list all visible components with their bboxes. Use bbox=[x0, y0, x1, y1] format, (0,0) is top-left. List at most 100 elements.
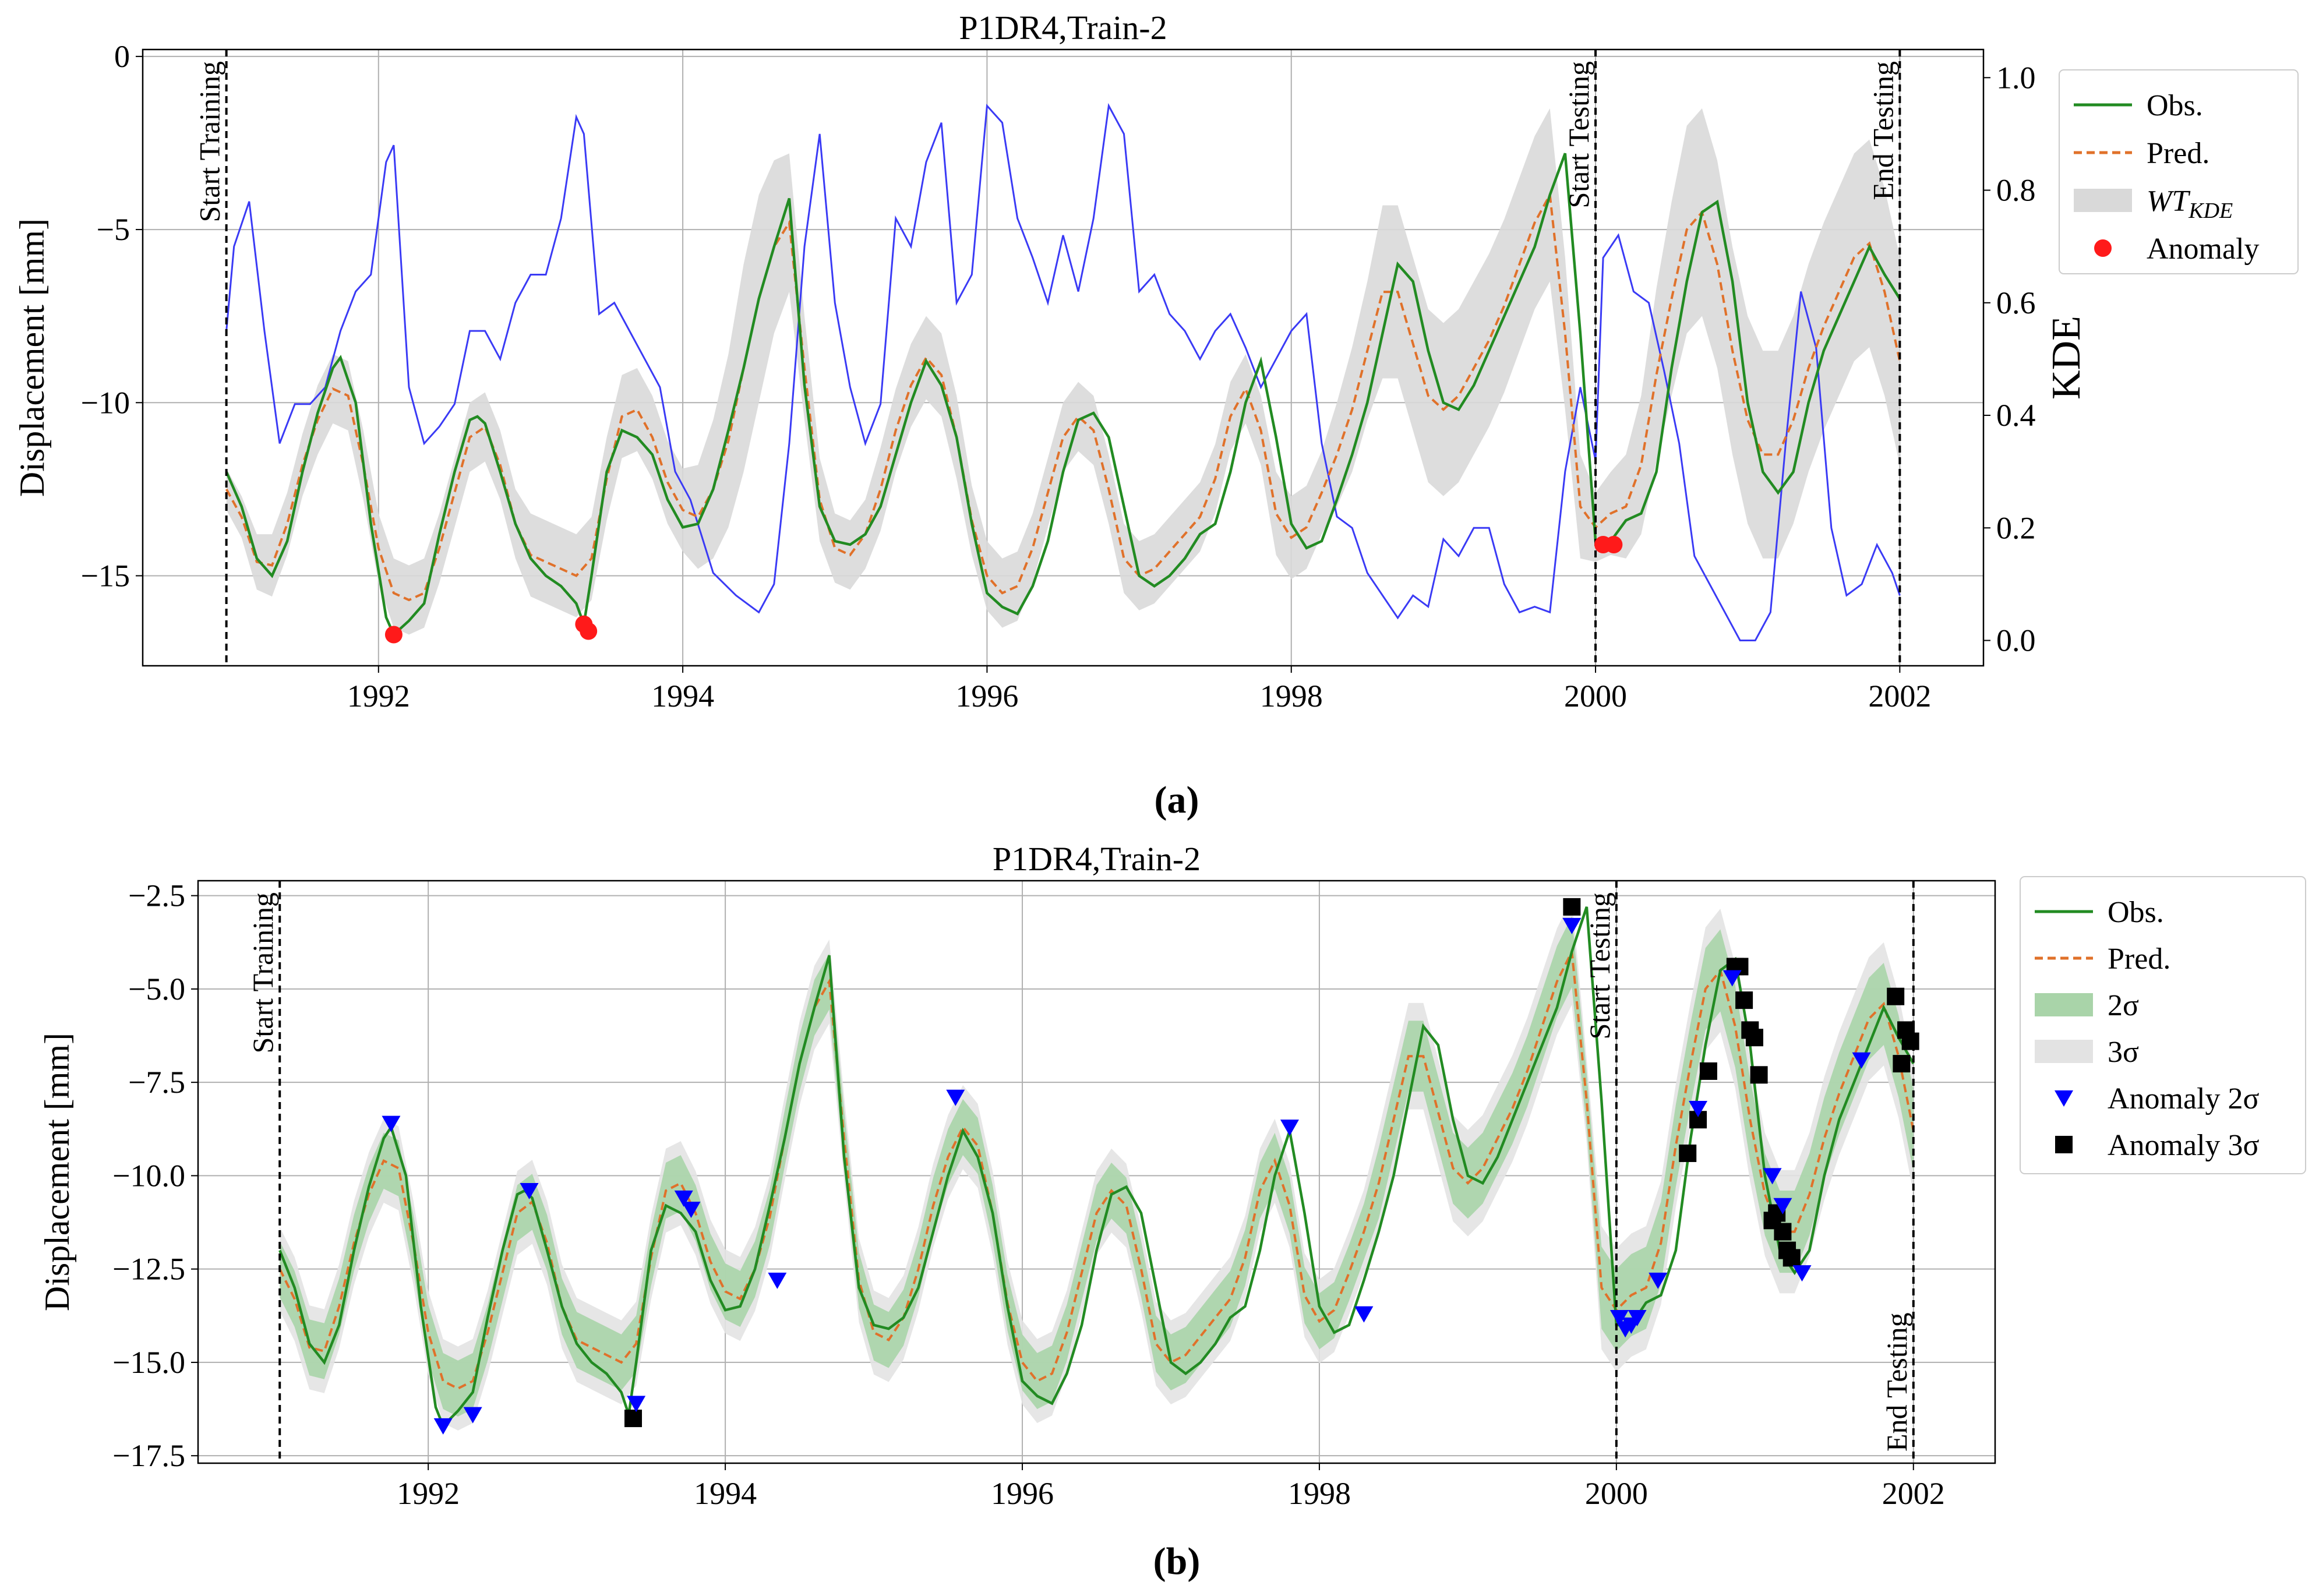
x-tick-label: 1994 bbox=[651, 679, 714, 714]
anomaly-3sigma-marker bbox=[1735, 991, 1753, 1009]
plot-frame bbox=[197, 880, 1996, 1464]
y2-tick-label: 0.4 bbox=[1996, 398, 2036, 433]
anomaly-2sigma-marker bbox=[674, 1190, 693, 1207]
legend-label: 2σ bbox=[2108, 989, 2139, 1022]
anomaly-marker bbox=[580, 622, 598, 640]
anomaly-2sigma-marker bbox=[463, 1407, 482, 1424]
anomaly-2sigma-marker bbox=[1562, 917, 1582, 934]
vline-label: Start Training bbox=[246, 892, 279, 1053]
band-1 bbox=[226, 108, 1900, 635]
anomaly-2sigma-marker bbox=[382, 1115, 401, 1132]
legend-label: Anomaly 2σ bbox=[2108, 1082, 2260, 1115]
anomaly-2sigma-marker bbox=[1722, 970, 1742, 987]
y-tick-label: −10 bbox=[81, 385, 130, 420]
y-tick-label: −5.0 bbox=[128, 972, 185, 1007]
x-tick-label: 2000 bbox=[1585, 1476, 1648, 1511]
y-tick-label: −5 bbox=[97, 212, 130, 247]
panel-label: (a) bbox=[1155, 779, 1199, 821]
anomaly-2sigma-marker bbox=[682, 1202, 701, 1219]
legend-label: Pred. bbox=[2108, 942, 2170, 976]
legend-box bbox=[2059, 69, 2299, 274]
y-tick-label: 0 bbox=[114, 39, 130, 74]
x-tick-label: 1998 bbox=[1260, 679, 1323, 714]
anomaly-3sigma-marker bbox=[1901, 1032, 1919, 1050]
anomaly-3sigma-marker bbox=[1782, 1249, 1801, 1267]
y2-tick-label: 0.2 bbox=[1996, 510, 2036, 545]
legend-swatch bbox=[2074, 189, 2132, 212]
legend-label: 3σ bbox=[2108, 1036, 2139, 1069]
x-tick-label: 1992 bbox=[347, 679, 410, 714]
anomaly-3sigma-marker bbox=[624, 1410, 643, 1428]
y2-tick-label: 1.0 bbox=[1996, 60, 2036, 95]
anomaly-2sigma-marker bbox=[1689, 1101, 1708, 1118]
anomaly-3sigma-marker bbox=[1563, 898, 1581, 916]
vline-label: End Testing bbox=[1866, 61, 1899, 200]
x-tick-label: 1994 bbox=[694, 1476, 757, 1511]
anomaly-2sigma-marker bbox=[1773, 1198, 1792, 1214]
chart-title: P1DR4,Train-2 bbox=[993, 840, 1201, 878]
legend-swatch bbox=[2055, 1136, 2073, 1153]
panel-a: 0.0 0.2 0.4 0.6 0.8 1.0 KDE Start Training Start… bbox=[13, 9, 2299, 821]
anomaly-2sigma-marker bbox=[1852, 1052, 1871, 1069]
kde-line bbox=[225, 103, 1901, 642]
legend-label: Anomaly bbox=[2147, 232, 2260, 266]
x-tick-label: 1996 bbox=[991, 1476, 1054, 1511]
anomaly-2sigma-marker bbox=[520, 1183, 539, 1200]
x-tick-label: 1992 bbox=[397, 1476, 460, 1511]
y-tick-label: −15 bbox=[81, 558, 130, 593]
y-tick-label: −15.0 bbox=[112, 1345, 185, 1380]
panel-label: (b) bbox=[1153, 1540, 1201, 1583]
anomaly-3sigma-marker bbox=[1893, 1055, 1911, 1073]
anomaly-3sigma-marker bbox=[1679, 1144, 1697, 1162]
legend-label: Obs. bbox=[2108, 896, 2164, 929]
plot-frame bbox=[142, 48, 1985, 667]
anomaly-2sigma-marker bbox=[1628, 1310, 1647, 1326]
vline-label: End Testing bbox=[1880, 1312, 1913, 1452]
legend-swatch bbox=[2055, 1090, 2073, 1107]
legend-swatch bbox=[2035, 993, 2093, 1016]
anomaly-marker bbox=[384, 626, 403, 644]
anomaly-2sigma-marker bbox=[946, 1089, 965, 1106]
panel-b: Start Training Start Testing End Testing 19… bbox=[38, 840, 2306, 1583]
anomaly-3sigma-marker bbox=[1699, 1062, 1717, 1080]
anomaly-2sigma-marker bbox=[1649, 1272, 1668, 1289]
anomaly-2sigma-marker bbox=[627, 1396, 646, 1413]
y-tick-label: −12.5 bbox=[112, 1252, 185, 1287]
x-tick-label: 1998 bbox=[1288, 1476, 1351, 1511]
anomaly-2sigma-marker bbox=[1763, 1168, 1782, 1185]
legend-label: Obs. bbox=[2147, 89, 2203, 122]
y-tick-label: −17.5 bbox=[112, 1438, 185, 1473]
x-tick-label: 1996 bbox=[955, 679, 1018, 714]
x-tick-label: 2002 bbox=[1882, 1476, 1945, 1511]
y-axis-label: Displacement [mm] bbox=[13, 218, 51, 497]
legend-label-subscript: KDE bbox=[2188, 199, 2233, 223]
anomaly-2sigma-marker bbox=[1280, 1120, 1299, 1136]
legend-label: Anomaly 3σ bbox=[2108, 1129, 2260, 1162]
anomaly-3sigma-marker bbox=[1750, 1066, 1768, 1084]
chart-title: P1DR4,Train-2 bbox=[959, 9, 1167, 47]
legend: Obs. Pred. 2σ 3σ Anomaly 2σ Anomaly 3σ bbox=[2020, 876, 2306, 1174]
legend-box bbox=[2020, 876, 2306, 1174]
y2-tick-label: 0.0 bbox=[1996, 623, 2036, 658]
anomaly-3sigma-marker bbox=[1887, 987, 1905, 1005]
y-tick-label: −7.5 bbox=[128, 1065, 185, 1100]
anomaly-marker bbox=[1605, 535, 1623, 553]
vline-label: Start Testing bbox=[1562, 61, 1595, 209]
anomaly-2sigma-marker bbox=[768, 1272, 787, 1289]
y2-tick-label: 0.8 bbox=[1996, 173, 2036, 208]
anomaly-3sigma-marker bbox=[1745, 1029, 1763, 1047]
anomaly-2sigma-marker bbox=[1792, 1265, 1812, 1282]
x-tick-label: 2000 bbox=[1564, 679, 1627, 714]
legend-swatch bbox=[2094, 239, 2112, 257]
legend-swatch bbox=[2035, 1040, 2093, 1063]
y2-axis-label: KDE bbox=[2044, 316, 2089, 400]
vline-label: Start Training bbox=[193, 61, 226, 222]
anomaly-2sigma-marker bbox=[1354, 1306, 1374, 1323]
x-tick-label: 2002 bbox=[1868, 679, 1931, 714]
vline-label: Start Testing bbox=[1583, 892, 1616, 1040]
y-tick-label: −10.0 bbox=[112, 1158, 185, 1193]
anomaly-2sigma-marker bbox=[1609, 1310, 1629, 1326]
band-2 bbox=[280, 916, 1914, 1417]
legend-label: Pred. bbox=[2147, 137, 2209, 170]
